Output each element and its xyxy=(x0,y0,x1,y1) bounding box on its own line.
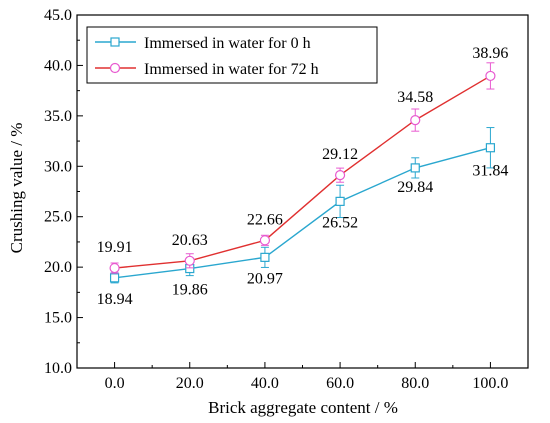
y-axis-title: Crushing value / % xyxy=(7,123,26,254)
data-label: 20.63 xyxy=(172,232,208,249)
y-tick-label: 20.0 xyxy=(44,259,72,276)
data-label: 38.96 xyxy=(472,45,508,62)
data-point xyxy=(335,196,345,206)
series-0 xyxy=(109,127,496,284)
data-point xyxy=(184,255,195,266)
data-label: 31.84 xyxy=(472,163,508,180)
series-1 xyxy=(109,62,496,274)
legend-marker-circle xyxy=(109,62,121,74)
data-label: 19.91 xyxy=(97,239,133,256)
data-label: 29.84 xyxy=(397,179,433,196)
x-tick-label: 60.0 xyxy=(326,375,354,392)
data-label: 34.58 xyxy=(397,89,433,106)
y-tick-label: 30.0 xyxy=(44,158,72,175)
x-tick-label: 20.0 xyxy=(176,375,204,392)
data-point xyxy=(410,114,421,126)
y-tick-label: 45.0 xyxy=(44,7,72,24)
y-tick-label: 35.0 xyxy=(44,108,72,125)
legend-box xyxy=(86,26,378,84)
data-point xyxy=(260,252,270,262)
data-label: 26.52 xyxy=(322,214,358,231)
legend-label-1: Immersed in water for 72 h xyxy=(144,61,319,78)
legend-entry-1: Immersed in water for 72 h xyxy=(95,61,319,78)
data-point xyxy=(485,143,496,153)
data-label: 18.94 xyxy=(97,291,133,308)
y-tick-label: 25.0 xyxy=(44,209,72,226)
y-tick-label: 15.0 xyxy=(44,310,72,327)
data-label: 22.66 xyxy=(247,211,283,228)
data-label: 20.97 xyxy=(247,270,283,287)
data-labels: 18.94 19.86 20.97 26.52 29.84 31.84 19.91 20.63… xyxy=(97,45,509,308)
legend-marker-square xyxy=(110,37,120,47)
x-tick-label: 80.0 xyxy=(401,375,429,392)
x-tick-label: 40.0 xyxy=(251,375,279,392)
data-point xyxy=(334,170,346,181)
plot-area: 10.0 15.0 20.0 25.0 30.0 35.0 40.0 45.0 0.0 20.0 4… xyxy=(44,7,529,392)
legend: Immersed in water for 0 h Immersed in wa… xyxy=(86,26,378,84)
series-group xyxy=(109,62,496,284)
data-point xyxy=(410,163,420,173)
data-point xyxy=(109,273,120,283)
data-point xyxy=(259,235,271,246)
x-tick-label: 100.0 xyxy=(472,375,508,392)
data-point xyxy=(485,70,496,82)
legend-entry-0: Immersed in water for 0 h xyxy=(95,35,311,52)
data-label: 29.12 xyxy=(322,146,358,163)
series-line xyxy=(114,147,491,279)
y-tick-label: 10.0 xyxy=(44,360,72,377)
x-tick-label: 0.0 xyxy=(105,375,125,392)
data-point xyxy=(109,262,120,274)
x-axis-title: Brick aggregate content / % xyxy=(208,398,398,417)
legend-label-0: Immersed in water for 0 h xyxy=(144,35,311,52)
y-tick-label: 40.0 xyxy=(44,57,72,74)
data-label: 19.86 xyxy=(172,282,208,299)
series-line xyxy=(114,75,491,269)
